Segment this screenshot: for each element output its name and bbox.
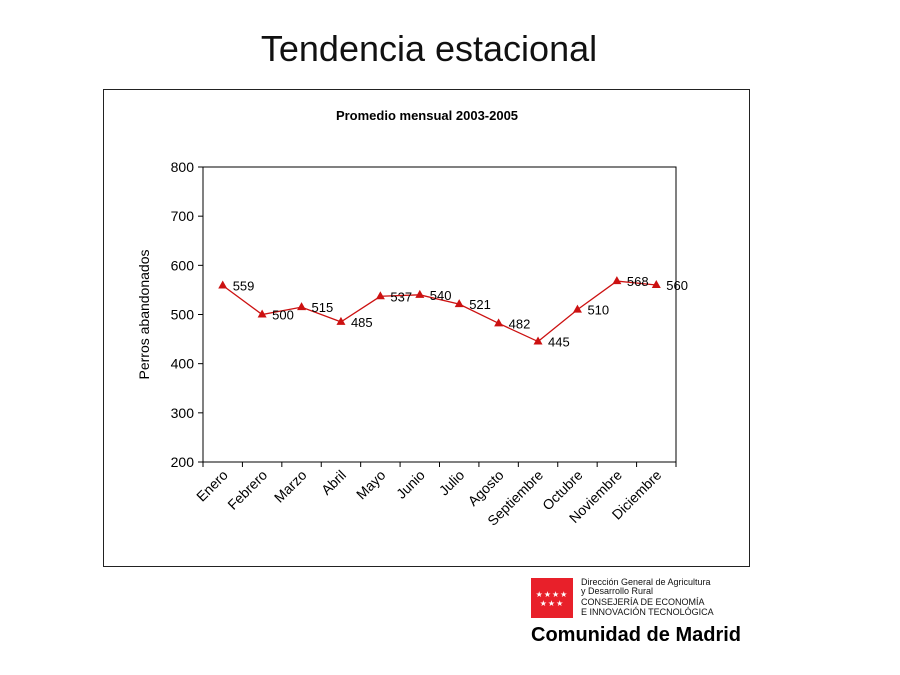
- y-tick-label: 400: [171, 356, 195, 372]
- data-point: [533, 336, 543, 345]
- data-label: 510: [587, 303, 609, 318]
- series-line: [222, 280, 657, 343]
- x-tick-label-enero: Enero: [193, 467, 231, 505]
- data-point: [415, 289, 425, 298]
- data-point: [494, 318, 504, 327]
- logo-line-1: Dirección General de Agricultura: [581, 577, 711, 587]
- madrid-flag-icon: ★★★★ ★★★: [531, 578, 573, 618]
- data-point: [651, 280, 661, 288]
- data-label: 559: [233, 278, 255, 293]
- x-tick-label-abril: Abril: [318, 467, 349, 498]
- logo-line-3: CONSEJERÍA DE ECONOMÍA: [581, 597, 705, 607]
- data-point: [336, 316, 346, 325]
- y-tick-label: 800: [171, 159, 195, 175]
- logo-line-4: E INNOVACIÓN TECNOLÓGICA: [581, 607, 714, 617]
- logo-name: Comunidad de Madrid: [531, 624, 741, 646]
- x-tick-label-junio: Junio: [393, 467, 428, 502]
- y-axis-label: Perros abandonados: [136, 250, 152, 380]
- y-tick-label: 300: [171, 405, 195, 421]
- data-label: 500: [272, 308, 294, 323]
- chart-frame: [103, 89, 750, 567]
- data-point: [454, 299, 464, 308]
- data-point: [218, 280, 228, 289]
- data-label: 485: [351, 315, 373, 330]
- data-point: [612, 276, 622, 285]
- y-tick-label: 200: [171, 454, 195, 470]
- data-point: [297, 302, 307, 311]
- logo-line-2: y Desarrollo Rural: [581, 586, 654, 596]
- x-tick-label-marzo: Marzo: [271, 467, 310, 506]
- data-label: 537: [390, 289, 412, 304]
- data-label: 521: [469, 297, 491, 312]
- page-title: Tendencia estacional: [260, 28, 598, 69]
- data-label: 568: [627, 274, 649, 289]
- chart-title: Promedio mensual 2003-2005: [336, 108, 518, 123]
- y-tick-label: 700: [171, 208, 195, 224]
- x-tick-label-julio: Julio: [436, 467, 468, 499]
- x-tick-label-mayo: Mayo: [353, 467, 389, 503]
- x-tick-label-febrero: Febrero: [224, 467, 270, 513]
- y-tick-label: 600: [171, 257, 195, 273]
- data-label: 445: [548, 335, 570, 350]
- data-point: [375, 291, 385, 300]
- comunidad-de-madrid-logo: ★★★★ ★★★ Dirección General de Agricultura…: [531, 576, 801, 648]
- data-label: 540: [430, 288, 452, 303]
- data-label: 482: [509, 316, 531, 331]
- data-label: 560: [666, 278, 688, 293]
- data-label: 515: [312, 300, 334, 315]
- data-point: [257, 309, 267, 318]
- y-tick-label: 500: [171, 307, 195, 323]
- data-point: [572, 304, 582, 313]
